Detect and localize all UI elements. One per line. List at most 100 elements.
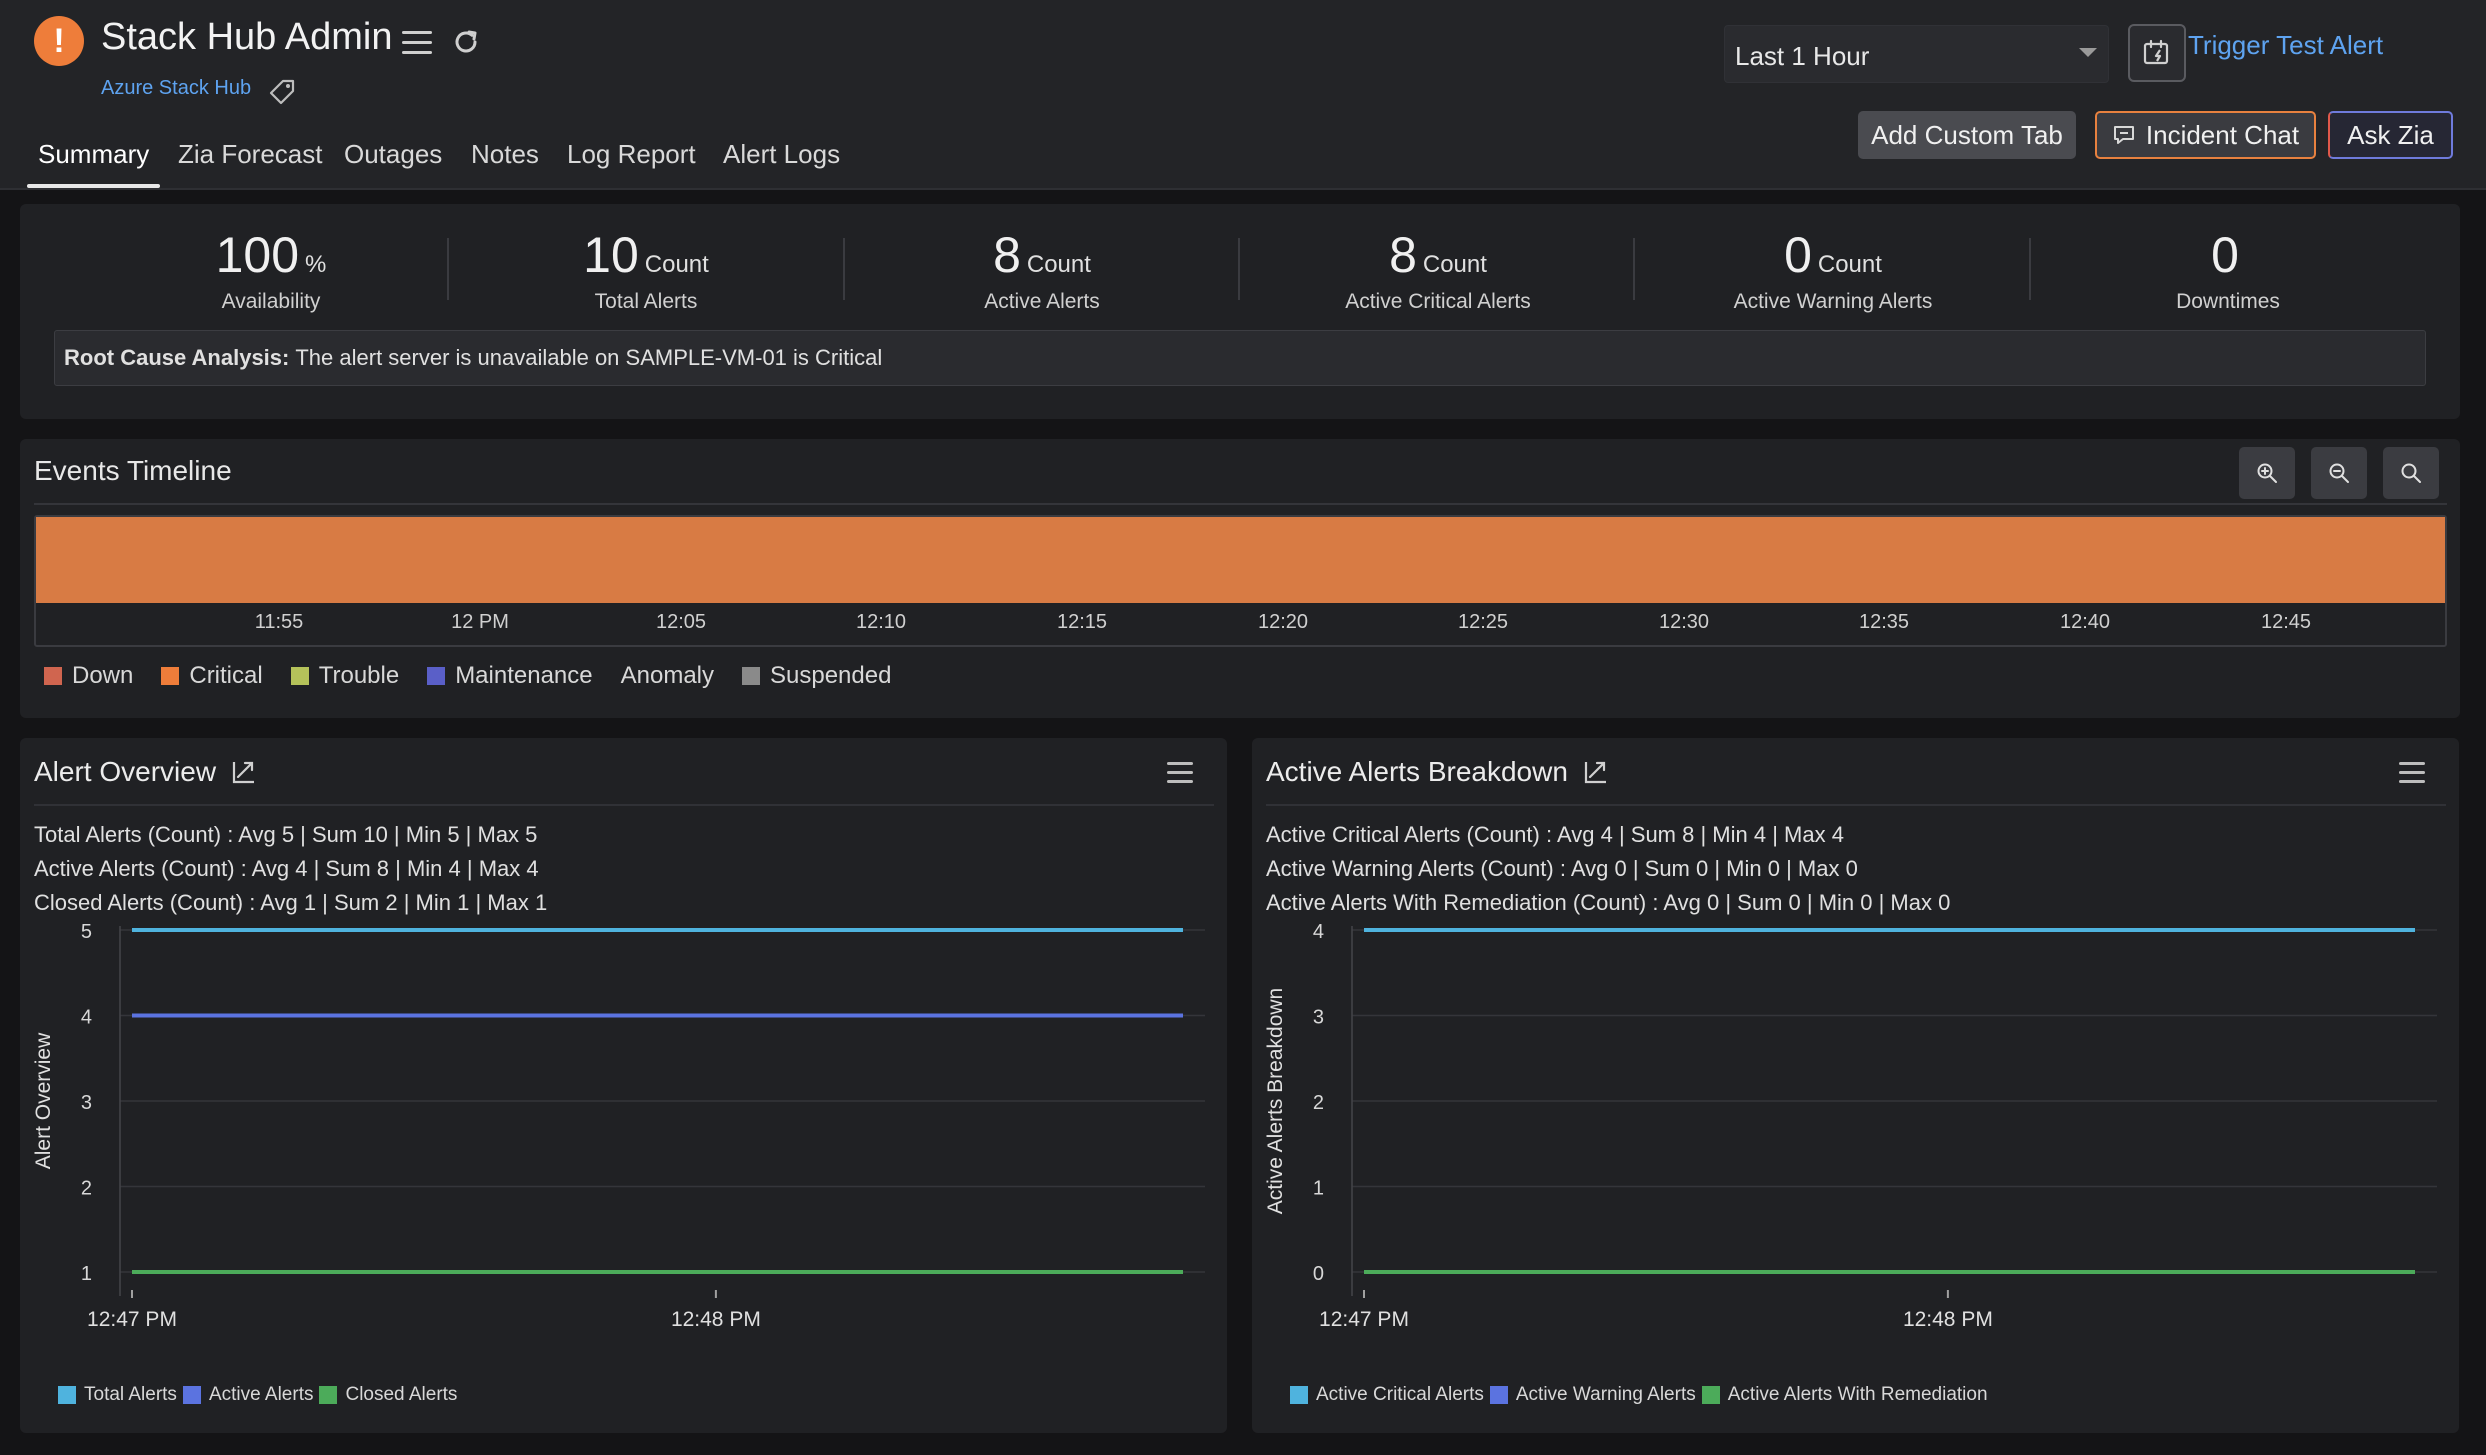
legend-item-suspended[interactable]: Suspended	[742, 662, 891, 690]
metric-label: Active Critical Alerts	[1345, 290, 1531, 313]
metric-label: Total Alerts	[594, 290, 698, 313]
tab-summary[interactable]: Summary	[38, 139, 150, 169]
rca-text: The alert server is unavailable on SAMPL…	[295, 345, 883, 370]
tag-icon[interactable]	[268, 78, 296, 106]
incident-chat-button[interactable]: Incident Chat	[2095, 111, 2316, 159]
legend-item-trouble[interactable]: Trouble	[290, 662, 399, 690]
metric-availability[interactable]: 100% Availability	[91, 226, 451, 314]
ask-zia-button[interactable]: Ask Zia	[2328, 111, 2453, 159]
chevron-down-icon[interactable]	[2079, 48, 2097, 57]
timeline-tick: 12:25	[1457, 611, 1509, 633]
chart-title: Alert Overview	[34, 756, 217, 787]
metric-label: Active Alerts	[984, 290, 1100, 313]
legend-item-active-alerts-with-remediation[interactable]: Active Alerts With Remediation	[1701, 1384, 1988, 1406]
metric-active-critical-alerts[interactable]: 8 Count Active Critical Alerts	[1258, 226, 1618, 314]
monitor-type-link[interactable]: Azure Stack Hub	[101, 77, 252, 99]
timeline-tick: 12:35	[1858, 611, 1910, 633]
legend-item-down[interactable]: Down	[44, 662, 133, 690]
metric-unit: Count	[644, 251, 709, 278]
alert-overview-chart[interactable]: 1 2 3 4 5 12:47 PM 12:48 PM Alert Overview	[20, 918, 1227, 1378]
events-timeline-panel: Events Timeline 11:55 12 PM 12:05 12:10 …	[20, 439, 2460, 718]
legend-item-active-warning-alerts[interactable]: Active Warning Alerts	[1489, 1384, 1696, 1406]
alert-overview-panel: Alert Overview Total Alerts (Count) : Av…	[20, 738, 1227, 1433]
timeline-tick: 12:05	[655, 611, 707, 633]
legend-swatch	[319, 1386, 338, 1404]
metric-value: 0	[2211, 227, 2239, 283]
timeline-tick: 12:30	[1658, 611, 1710, 633]
legend-item-critical[interactable]: Critical	[161, 662, 263, 690]
y-tick-label: 4	[1313, 921, 1324, 943]
legend-swatch	[742, 667, 760, 685]
root-cause-analysis: Root Cause Analysis: The alert server is…	[54, 330, 2426, 386]
stat-line: Active Warning Alerts (Count) : Avg 0 | …	[1266, 856, 1858, 881]
y-tick-label: 3	[81, 1092, 92, 1114]
stat-line: Closed Alerts (Count) : Avg 1 | Sum 2 | …	[34, 890, 548, 915]
metric-active-warning-alerts[interactable]: 0 Count Active Warning Alerts	[1653, 226, 2013, 314]
active-tab-indicator	[27, 184, 160, 188]
legend-item-total-alerts[interactable]: Total Alerts	[58, 1384, 177, 1406]
legend-swatch	[44, 667, 62, 685]
stat-line: Total Alerts (Count) : Avg 5 | Sum 10 | …	[34, 822, 538, 847]
metric-total-alerts[interactable]: 10 Count Total Alerts	[466, 226, 826, 314]
zoom-in-icon[interactable]	[2239, 447, 2295, 499]
timeline-tick: 12 PM	[451, 611, 509, 633]
hamburger-icon[interactable]	[402, 31, 432, 57]
tab-alert-logs[interactable]: Alert Logs	[723, 139, 841, 169]
metric-label: Availability	[221, 290, 321, 313]
chart-expand-icon[interactable]	[230, 758, 258, 786]
metric-downtimes[interactable]: 0 Downtimes	[2048, 226, 2408, 314]
legend-item-maintenance[interactable]: Maintenance	[427, 662, 593, 690]
y-tick-label: 1	[81, 1263, 92, 1285]
metric-active-alerts[interactable]: 8 Count Active Alerts	[862, 226, 1222, 314]
zoom-out-icon[interactable]	[2311, 447, 2367, 499]
divider	[34, 804, 1214, 806]
timeline-frame	[34, 515, 2447, 647]
tab-zia-forecast[interactable]: Zia Forecast	[178, 139, 323, 169]
legend-item-active-alerts[interactable]: Active Alerts	[182, 1384, 314, 1406]
monitor-header: ! Stack Hub Admin Azure Stack Hub Summar…	[0, 0, 2486, 190]
legend-swatch	[161, 667, 180, 685]
legend-label: Active Alerts	[208, 1384, 314, 1405]
metric-divider	[1238, 238, 1240, 300]
trigger-test-alert-link[interactable]: Trigger Test Alert	[2188, 30, 2384, 60]
y-tick-label: 4	[81, 1007, 92, 1029]
zoom-reset-icon[interactable]	[2383, 447, 2439, 499]
tab-notes[interactable]: Notes	[471, 139, 539, 169]
legend-label: Suspended	[770, 662, 892, 689]
legend-label: Maintenance	[455, 662, 593, 689]
divider	[1266, 804, 2446, 806]
alert-overview-title: Alert Overview	[34, 756, 258, 788]
metric-value: 100	[215, 227, 300, 283]
metric-divider	[1633, 238, 1635, 300]
legend-label: Total Alerts	[84, 1384, 177, 1405]
tab-outages[interactable]: Outages	[344, 139, 443, 169]
legend-label: Active Warning Alerts	[1515, 1384, 1696, 1405]
tab-log-report[interactable]: Log Report	[567, 139, 696, 169]
y-tick-label: 2	[1313, 1092, 1324, 1114]
chart-expand-icon[interactable]	[1582, 758, 1610, 786]
period-select[interactable]: Last 1 Hour	[1724, 25, 2109, 83]
metric-unit: Count	[1422, 251, 1487, 278]
trigger-icon[interactable]	[2128, 24, 2186, 82]
legend-swatch	[1290, 1386, 1308, 1404]
legend-swatch	[182, 1386, 201, 1404]
legend-swatch	[290, 667, 309, 685]
active-alerts-breakdown-chart[interactable]: 0 1 2 3 4 12:47 PM 12:48 PM Active Alerts Break…	[1252, 918, 2459, 1378]
legend-swatch	[427, 667, 446, 685]
legend-item-anomaly[interactable]: Anomaly	[621, 662, 714, 690]
metric-value: 10	[583, 227, 639, 283]
y-axis-label: Active Alerts Breakdown	[1264, 988, 1287, 1214]
timeline-tick: 12:45	[2260, 611, 2312, 633]
legend-swatch	[1489, 1386, 1508, 1404]
chart-menu-icon[interactable]	[2399, 762, 2425, 789]
timeline-critical-bar[interactable]	[36, 517, 2445, 603]
divider	[34, 503, 2447, 505]
chart-menu-icon[interactable]	[1167, 762, 1193, 789]
chart-legend: Total Alerts Active Alerts Closed Alerts	[58, 1384, 463, 1406]
timeline-title: Events Timeline	[34, 455, 232, 486]
legend-item-active-critical-alerts[interactable]: Active Critical Alerts	[1290, 1384, 1484, 1406]
legend-item-closed-alerts[interactable]: Closed Alerts	[319, 1384, 457, 1406]
refresh-icon[interactable]	[450, 26, 482, 58]
metric-label: Active Warning Alerts	[1733, 290, 1933, 313]
add-custom-tab-button[interactable]: Add Custom Tab	[1858, 111, 2076, 159]
